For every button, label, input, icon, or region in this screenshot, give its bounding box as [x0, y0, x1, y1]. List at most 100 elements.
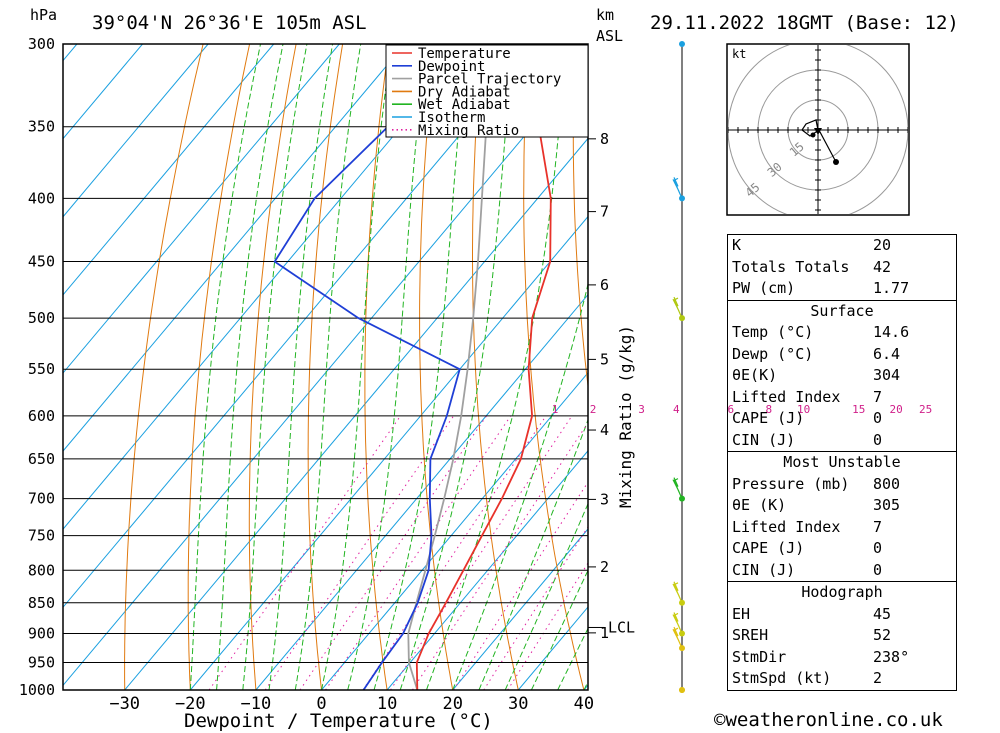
- dry-adiabat-line: [248, 44, 297, 690]
- surface-li-label: Lifted Index: [732, 387, 841, 406]
- stmspd-value: 2: [873, 669, 883, 687]
- mu-theta-row: θE (K) 305: [728, 495, 956, 517]
- pressure-tick-label: 400: [28, 189, 55, 207]
- mu-cape-row: CAPE (J) 0: [728, 538, 956, 560]
- mixing-ratio-label: 15: [852, 403, 865, 416]
- legend-label: Dry Adiabat: [418, 84, 511, 100]
- dewpoint-line: [273, 44, 461, 690]
- x-axis-title: Dewpoint / Temperature (°C): [184, 710, 493, 732]
- mixing-ratio-line: [264, 415, 455, 690]
- mu-li-row: Lifted Index 7: [728, 517, 956, 539]
- wet-adiabat-line: [347, 44, 428, 690]
- eh-row: EH 45: [728, 604, 956, 626]
- sreh-label: SREH: [732, 626, 769, 644]
- temperature-tick-label: −10: [241, 694, 272, 714]
- mixing-ratio-label: 2: [590, 403, 597, 416]
- mixing-ratio-label: 10: [797, 403, 810, 416]
- wet-adiabat-line: [268, 44, 334, 690]
- wind-profile: [672, 41, 685, 693]
- isotherm-line: [63, 44, 406, 452]
- temperature-tick-label: 30: [508, 694, 528, 714]
- temperature-line: [415, 44, 552, 690]
- mixing-ratio-label: 6: [728, 403, 735, 416]
- pressure-tick-label: 300: [28, 35, 55, 53]
- surface-temp-row: Temp (°C) 14.6: [728, 322, 956, 344]
- km-tick-label: 7: [600, 203, 609, 221]
- stmspd-row: StmSpd (kt) 2: [728, 668, 956, 690]
- mu-cape-value: 0: [873, 539, 883, 557]
- legend-label: Isotherm: [418, 110, 485, 126]
- pressure-tick-label: 500: [28, 309, 55, 327]
- sreh-value: 52: [873, 626, 892, 644]
- surface-cin-label: CIN (J): [732, 430, 796, 449]
- pressure-tick-label: 550: [28, 360, 55, 378]
- wind-barb: [672, 477, 683, 499]
- mixing-ratio-label: 8: [766, 403, 773, 416]
- copyright-link[interactable]: ©weatheronline.co.uk: [714, 709, 943, 731]
- k-index-value: 20: [873, 236, 892, 254]
- mixing-ratio-label: 4: [673, 403, 680, 416]
- mu-pressure-value: 800: [873, 474, 901, 493]
- pressure-tick-label: 950: [28, 653, 55, 671]
- temperature-tick-label: −30: [109, 694, 140, 714]
- wet-adiabat-line: [504, 502, 588, 690]
- isotherm-line: [321, 371, 588, 690]
- isotherm-line: [63, 59, 588, 687]
- surface-cin-value: 0: [873, 430, 883, 449]
- surface-dewp-row: Dewp (°C) 6.4: [728, 344, 956, 366]
- pressure-tick-label: 650: [28, 450, 55, 468]
- pw-value: 1.77: [873, 279, 910, 297]
- pw-label: PW (cm): [732, 279, 796, 297]
- wet-adiabat-line: [294, 44, 362, 690]
- mu-cin-label: CIN (J): [732, 560, 796, 579]
- wet-adiabat-line: [478, 418, 588, 690]
- mixing-ratio-label: 25: [919, 403, 932, 416]
- surface-dewp-label: Dewp (°C): [732, 344, 814, 363]
- legend-label: Mixing Ratio: [418, 123, 519, 139]
- km-tick-label: 2: [600, 558, 609, 576]
- isotherm-line: [189, 215, 588, 690]
- totals-totals-value: 42: [873, 257, 892, 276]
- km-tick-label: 5: [600, 350, 609, 368]
- pressure-tick-label: 450: [28, 253, 55, 271]
- isotherm-line: [452, 528, 588, 690]
- wet-adiabat-line: [321, 44, 393, 690]
- pressure-tick-label: 700: [28, 490, 55, 508]
- isotherm-line: [63, 44, 143, 140]
- indices-table: K 20 Totals Totals 42 PW (cm) 1.77 Surfa…: [727, 234, 957, 691]
- pressure-tick-label: 750: [28, 527, 55, 545]
- pressure-tick-label: 900: [28, 624, 55, 642]
- pressure-tick-label: 1000: [19, 681, 55, 699]
- eh-label: EH: [732, 604, 751, 623]
- surface-theta-row: θE(K) 304: [728, 365, 956, 387]
- temperature-tick-label: −20: [175, 694, 206, 714]
- wind-barb: [672, 612, 683, 634]
- wind-level-marker: [679, 41, 685, 47]
- dry-adiabat-line: [419, 44, 454, 690]
- mu-li-value: 7: [873, 517, 883, 536]
- k-index-label: K: [732, 236, 742, 254]
- legend-label: Parcel Trajectory: [418, 72, 561, 88]
- temperature-tick-label: 10: [377, 694, 397, 714]
- wind-barb: [672, 296, 683, 319]
- legend-label: Wet Adiabat: [418, 97, 511, 113]
- surface-theta-value: 304: [873, 366, 901, 384]
- hodograph-start-point: [810, 132, 816, 138]
- dry-adiabat-line: [472, 44, 519, 690]
- asl-unit-label: ASL: [596, 27, 623, 45]
- isotherm-line: [63, 44, 340, 374]
- mu-pressure-row: Pressure (mb) 800: [728, 474, 956, 496]
- pressure-tick-label: 600: [28, 407, 55, 425]
- stmdir-value: 238°: [873, 647, 910, 666]
- wet-adiabat-line: [189, 44, 261, 690]
- mu-cin-row: CIN (J) 0: [728, 560, 956, 582]
- km-tick-label: 6: [600, 276, 609, 294]
- mixing-ratio-line: [453, 481, 588, 690]
- surface-cape-row: CAPE (J) 0: [728, 408, 956, 430]
- km-tick-label: 1: [600, 624, 609, 642]
- mu-pressure-label: Pressure (mb): [732, 474, 850, 493]
- km-tick-label: 3: [600, 490, 609, 508]
- stmdir-row: StmDir 238°: [728, 647, 956, 669]
- lcl-label: LCL: [608, 618, 635, 636]
